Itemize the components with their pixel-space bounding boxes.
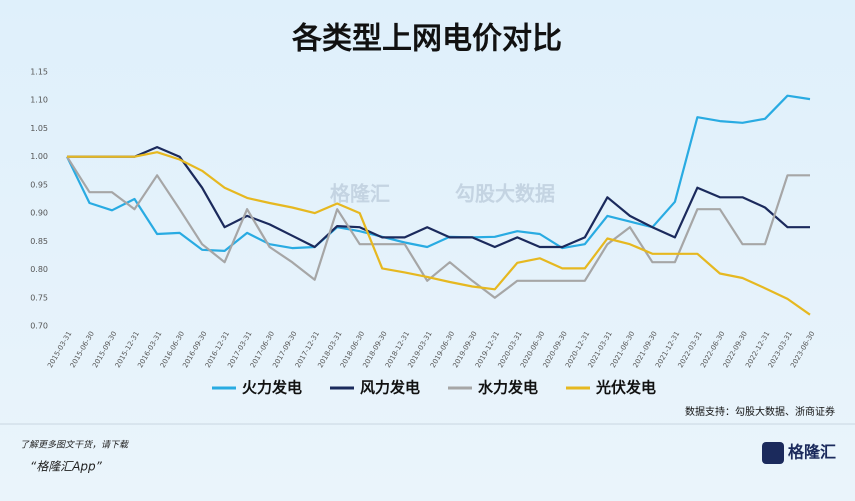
logo-icon — [762, 442, 784, 464]
legend-label: 水力发电 — [478, 379, 538, 397]
y-tick-label: 0.95 — [30, 180, 48, 189]
series-line — [66, 156, 810, 299]
legend-label: 风力发电 — [360, 379, 420, 397]
logo: 格隆汇 — [788, 443, 836, 462]
footer-app: “格隆汇App” — [30, 460, 103, 474]
watermark: 勾股大数据 — [455, 182, 555, 206]
legend-label: 光伏发电 — [595, 379, 656, 397]
watermark: 格隆汇 — [330, 182, 390, 206]
y-tick-label: 0.85 — [30, 237, 48, 246]
chart-title: 各类型上网电价对比 — [291, 22, 562, 57]
y-tick-label: 1.10 — [30, 96, 48, 105]
y-tick-label: 0.75 — [30, 293, 48, 302]
y-tick-label: 0.90 — [30, 209, 48, 218]
source: 数据支持：勾股大数据、浙商证券 — [685, 405, 835, 418]
y-tick-label: 0.70 — [30, 322, 48, 331]
legend-label: 火力发电 — [242, 379, 302, 397]
series-line — [67, 146, 810, 249]
y-tick-label: 1.15 — [30, 68, 48, 77]
footer-text: 了解更多图文干货，请下载 — [20, 440, 129, 451]
y-tick-label: 0.80 — [30, 265, 48, 274]
y-tick-label: 1.00 — [30, 152, 48, 161]
series-line — [67, 151, 811, 316]
series-line — [66, 94, 811, 252]
y-tick-label: 1.05 — [30, 124, 48, 133]
